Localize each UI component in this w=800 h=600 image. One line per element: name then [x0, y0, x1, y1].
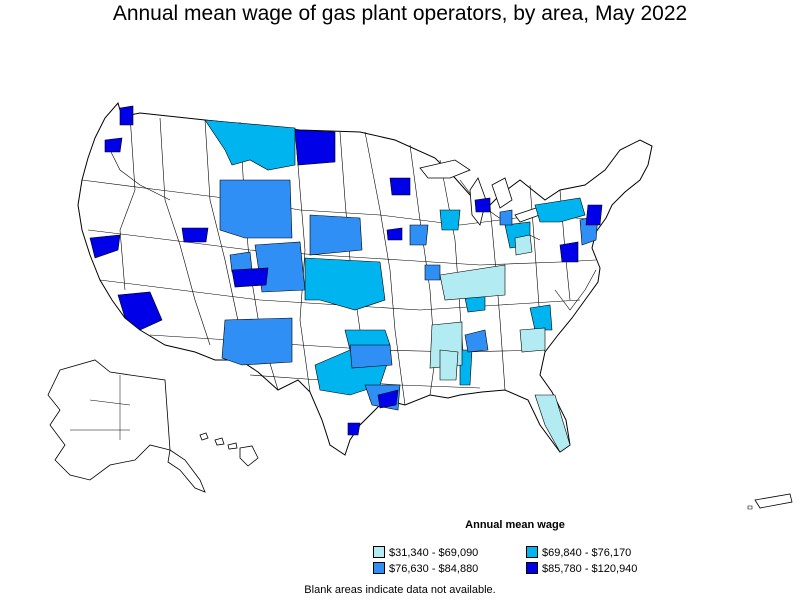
- legend-swatch-bin1: [373, 546, 385, 558]
- puerto-rico: [747, 493, 793, 510]
- legend-item-bin4: $85,780 - $120,940: [526, 562, 637, 575]
- area-washington: [119, 105, 134, 126]
- area-illinois: [409, 224, 429, 246]
- area-pennsylvania: [534, 197, 586, 223]
- area-alabama-north: [439, 349, 459, 381]
- map-title: Annual mean wage of gas plant operators,…: [112, 2, 688, 25]
- area-west-virginia: [514, 234, 533, 256]
- area-montana: [204, 119, 296, 171]
- alaska: [47, 359, 206, 493]
- area-new-mexico: [221, 317, 293, 366]
- legend-label-bin4: $85,780 - $120,940: [542, 563, 638, 575]
- area-mississippi: [464, 329, 489, 353]
- area-bay-area: [89, 234, 121, 259]
- legend-item-bin2: $69,840 - $76,170: [526, 546, 631, 559]
- area-southern-california: [117, 291, 163, 331]
- area-maryland: [559, 241, 579, 263]
- legend-swatch-bin3: [373, 562, 385, 574]
- legend-swatch-bin2: [526, 546, 538, 558]
- footnote: Blank areas indicate data not available.: [304, 584, 496, 596]
- area-wisconsin: [474, 197, 491, 213]
- area-minnesota: [389, 177, 411, 196]
- alaska-outline: [47, 359, 171, 481]
- area-iowa: [439, 209, 461, 231]
- area-florida: [534, 394, 571, 453]
- area-kansas: [304, 257, 386, 311]
- area-chicago: [386, 227, 403, 241]
- hawaii: [199, 432, 259, 467]
- legend-item-bin3: $76,630 - $84,880: [373, 562, 478, 575]
- legend-label-bin1: $31,340 - $69,090: [389, 547, 479, 559]
- legend-title: Annual mean wage: [465, 519, 565, 531]
- area-north-dakota: [294, 129, 336, 166]
- area-oregon: [104, 137, 123, 153]
- area-georgia: [519, 327, 546, 353]
- area-michigan: [499, 209, 513, 226]
- area-oklahoma: [349, 344, 393, 369]
- area-utah: [181, 227, 209, 243]
- legend-label-bin2: $69,840 - $76,170: [542, 547, 632, 559]
- area-corpus-christi: [347, 422, 361, 436]
- legend-swatch-bin4: [526, 562, 538, 574]
- legend-item-bin1: $31,340 - $69,090: [373, 546, 478, 559]
- legend-label-bin3: $76,630 - $84,880: [389, 563, 479, 575]
- area-houston: [377, 389, 399, 409]
- area-nebraska: [309, 214, 363, 256]
- alaska-panhandle: [167, 449, 206, 493]
- area-wyoming: [219, 179, 293, 239]
- area-missouri: [424, 264, 441, 281]
- wage-areas: [89, 105, 603, 453]
- area-tennessee: [439, 264, 506, 301]
- area-carolinas: [529, 304, 553, 331]
- area-colorado-west: [231, 267, 269, 288]
- area-new-york: [585, 204, 603, 226]
